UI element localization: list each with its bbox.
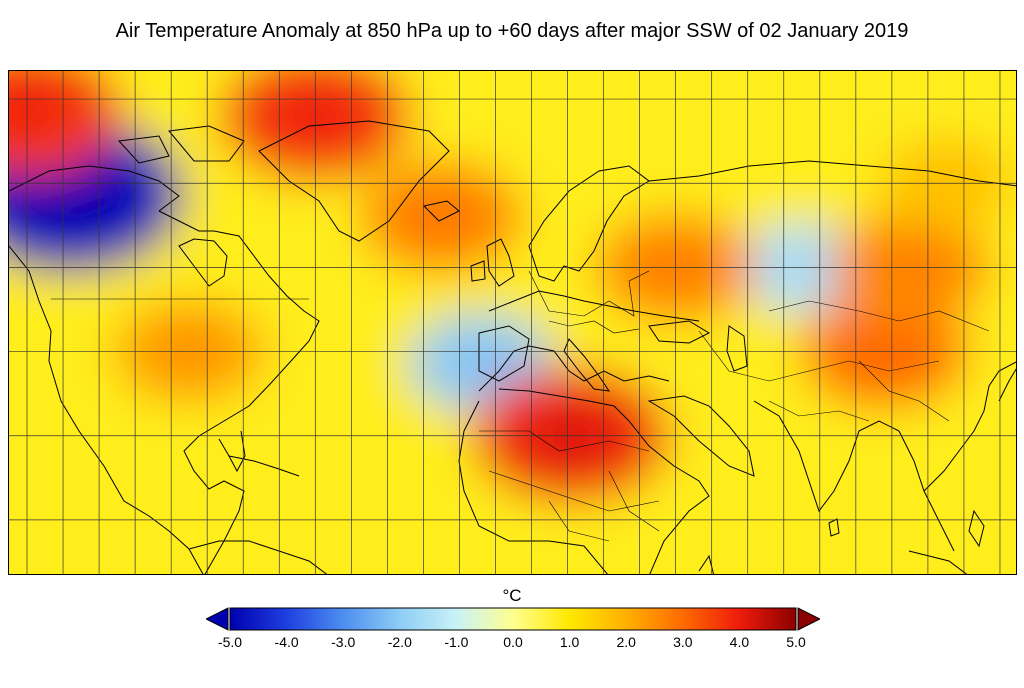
anomaly-core bbox=[9, 81, 69, 139]
country-borders bbox=[51, 270, 990, 542]
colorbar-tick-label: 3.0 bbox=[673, 634, 693, 650]
colorbar-tick-label: -3.0 bbox=[331, 634, 356, 650]
colorbar-tick-label: 5.0 bbox=[786, 634, 806, 650]
anomaly-field bbox=[9, 71, 1016, 574]
anomaly-core bbox=[405, 192, 478, 242]
colorbar-tick-label: -2.0 bbox=[387, 634, 412, 650]
chart-title: Air Temperature Anomaly at 850 hPa up to… bbox=[115, 20, 909, 42]
colorbar-unit-label: °C bbox=[502, 586, 522, 605]
colorbar-tick-label: 1.0 bbox=[559, 634, 580, 650]
anomaly-core bbox=[21, 161, 120, 228]
colorbar bbox=[204, 607, 822, 631]
colorbar-tick-label: -1.0 bbox=[444, 634, 469, 650]
colorbar-extend-low bbox=[204, 607, 229, 631]
temperature-anomaly-map bbox=[8, 70, 1017, 575]
colorbar-extend-high bbox=[797, 607, 822, 631]
colorbar-tick-label: -4.0 bbox=[274, 634, 299, 650]
graticule bbox=[9, 71, 1016, 574]
colorbar-tick-label: -5.0 bbox=[217, 634, 243, 650]
coastlines bbox=[9, 120, 1016, 574]
colorbar-tick-label: 4.0 bbox=[729, 634, 750, 650]
colorbar-tick-label: 0.0 bbox=[503, 634, 523, 650]
colorbar-gradient bbox=[229, 607, 797, 631]
colorbar-tick-label: 2.0 bbox=[616, 634, 636, 650]
